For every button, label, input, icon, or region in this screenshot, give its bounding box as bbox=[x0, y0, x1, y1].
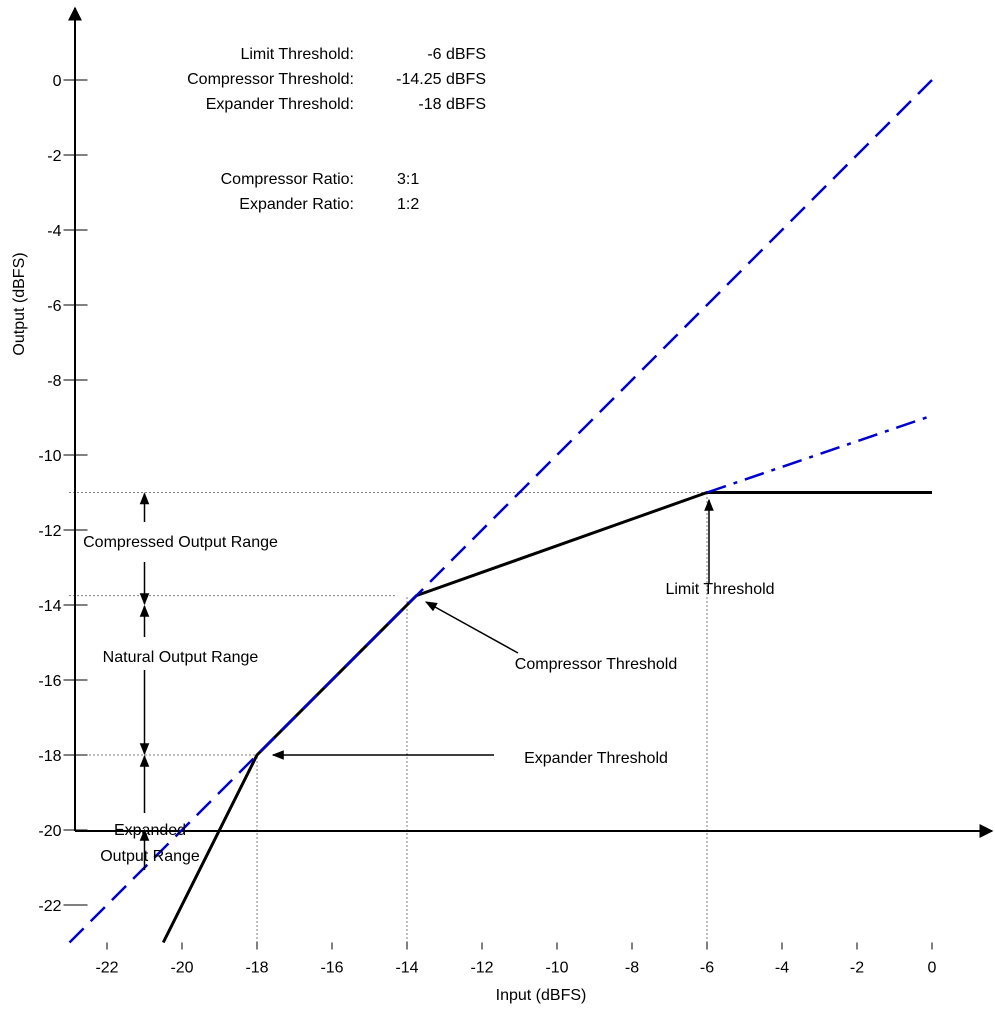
x-tick-label: -20 bbox=[170, 960, 193, 977]
x-tick-label: -8 bbox=[625, 960, 639, 977]
y-axis-title: Output (dBFS) bbox=[11, 252, 28, 355]
annotation-label: Compressor Threshold bbox=[515, 656, 677, 673]
x-tick-label: 0 bbox=[928, 960, 937, 977]
y-tick-label: -10 bbox=[38, 448, 61, 465]
info-value: -18 dBFS bbox=[418, 96, 486, 113]
y-tick-label: -18 bbox=[38, 748, 61, 765]
y-tick-label: -2 bbox=[47, 148, 61, 165]
x-tick-label: -6 bbox=[700, 960, 714, 977]
y-tick-label: -16 bbox=[38, 673, 61, 690]
info-value: 1:2 bbox=[397, 196, 419, 213]
x-tick-label: -22 bbox=[95, 960, 118, 977]
x-tick-label: -10 bbox=[545, 960, 568, 977]
axes bbox=[68, 6, 994, 838]
y-tick-label: -4 bbox=[47, 223, 61, 240]
annotation-label: Expander Threshold bbox=[524, 750, 668, 767]
series-line-solid bbox=[161, 491, 932, 944]
y-ticks: 0 -2 -4 -6 -8 -10 -12 -14 -16 -18 -20 -22 bbox=[38, 73, 88, 915]
annotation-label: Limit Threshold bbox=[665, 581, 774, 598]
y-tick-label: -6 bbox=[47, 298, 61, 315]
info-value: 3:1 bbox=[397, 171, 419, 188]
threshold-info: Limit Threshold: -6 dBFS Compressor Thresh… bbox=[187, 46, 486, 213]
x-tick-label: -18 bbox=[245, 960, 268, 977]
y-tick-label: -14 bbox=[38, 598, 61, 615]
y-tick-label: -12 bbox=[38, 523, 61, 540]
range-label: Compressed Output Range bbox=[83, 534, 278, 551]
x-tick-label: -2 bbox=[850, 960, 864, 977]
y-tick-label: -22 bbox=[38, 898, 61, 915]
info-value: -6 dBFS bbox=[427, 46, 486, 63]
info-label: Compressor Ratio: bbox=[221, 171, 354, 188]
x-tick-label: -16 bbox=[320, 960, 343, 977]
annotation-arrow bbox=[424, 601, 519, 654]
info-label: Expander Ratio: bbox=[239, 196, 354, 213]
info-label: Expander Threshold: bbox=[206, 96, 354, 113]
range-label: Output Range bbox=[100, 848, 200, 865]
y-tick-label: 0 bbox=[53, 73, 62, 90]
series-line-dashdot bbox=[706, 414, 933, 494]
x-tick-label: -4 bbox=[775, 960, 789, 977]
info-label: Compressor Threshold: bbox=[187, 71, 354, 88]
x-ticks: -22 -20 -18 -16 -14 -12 -10 -8 -6 -4 -2 0 bbox=[95, 942, 937, 977]
range-label: Expanded bbox=[114, 822, 186, 839]
series bbox=[68, 79, 933, 944]
x-tick-label: -14 bbox=[395, 960, 418, 977]
y-tick-label: -20 bbox=[38, 823, 61, 840]
annotations: Limit Threshold Compressor Threshold Expan… bbox=[271, 498, 775, 767]
range-label: Natural Output Range bbox=[103, 649, 259, 666]
series-line-dashed bbox=[68, 79, 933, 944]
y-tick-label: -8 bbox=[47, 373, 61, 390]
info-value: -14.25 dBFS bbox=[396, 71, 486, 88]
x-axis-title: Input (dBFS) bbox=[496, 987, 587, 1004]
x-tick-label: -12 bbox=[470, 960, 493, 977]
reference-lines bbox=[69, 492, 708, 943]
info-label: Limit Threshold: bbox=[240, 46, 354, 63]
ranges: Compressed Output Range Natural Output Ra… bbox=[83, 492, 278, 870]
